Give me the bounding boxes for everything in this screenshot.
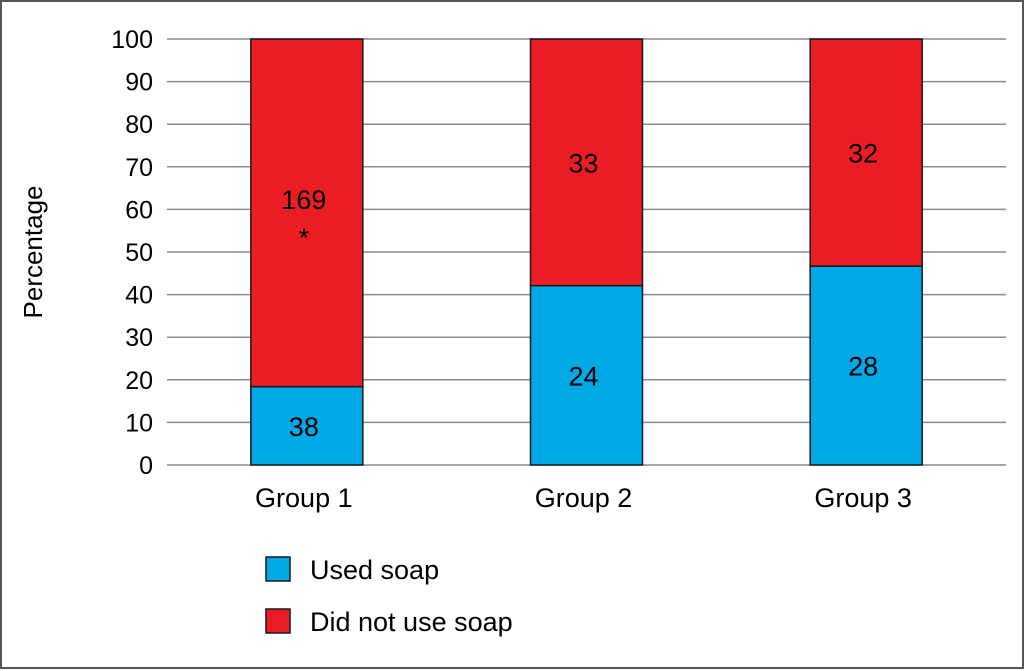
y-tick-label-70: 70 xyxy=(125,154,153,182)
legend-label-used-soap: Used soap xyxy=(310,555,439,585)
y-tick-label-80: 80 xyxy=(125,111,153,139)
data-label-group-3-used-soap: 28 xyxy=(848,352,878,382)
annotation-group-1: * xyxy=(299,223,310,253)
legend-swatch-used-soap xyxy=(265,556,291,582)
y-tick-label-40: 40 xyxy=(125,282,153,310)
y-tick-label-20: 20 xyxy=(125,367,153,395)
data-label-group-2-used-soap: 24 xyxy=(568,361,598,391)
x-tick-labels: Group 1 Group 2 Group 3 xyxy=(255,483,912,513)
bar-group-1-used-soap xyxy=(250,385,364,466)
data-label-group-1-did-not-use-soap: 169 xyxy=(281,185,326,215)
y-tick-label-30: 30 xyxy=(125,324,153,352)
bar-group-1-did-not-use-soap xyxy=(250,38,364,388)
x-tick-label-group-1: Group 1 xyxy=(255,483,353,513)
y-tick-label-50: 50 xyxy=(125,239,153,267)
y-tick-label-90: 90 xyxy=(125,69,153,97)
legend-swatch-did-not-use-soap xyxy=(265,608,291,634)
x-tick-label-group-2: Group 2 xyxy=(535,483,633,513)
data-label-group-1-used-soap: 38 xyxy=(289,412,319,442)
legend-label-did-not-use-soap: Did not use soap xyxy=(310,607,513,637)
y-tick-label-10: 10 xyxy=(125,409,153,437)
y-tick-label-60: 60 xyxy=(125,196,153,224)
bar-group-2-used-soap xyxy=(529,284,644,466)
bar-group-2-did-not-use-soap xyxy=(529,38,644,287)
legend: Used soap Did not use soap xyxy=(265,555,513,637)
y-tick-label-100: 100 xyxy=(111,26,153,54)
bar-group-3-used-soap xyxy=(809,265,923,466)
data-label-group-2-did-not-use-soap: 33 xyxy=(568,148,598,178)
data-label-group-3-did-not-use-soap: 32 xyxy=(848,139,878,169)
y-tick-labels: 0 10 20 30 40 50 60 70 80 90 100 xyxy=(111,26,153,480)
y-axis-title: Percentage xyxy=(18,186,48,319)
bars xyxy=(250,38,923,466)
y-tick-label-0: 0 xyxy=(139,452,153,480)
x-tick-label-group-3: Group 3 xyxy=(814,483,912,513)
data-labels: 38 169 * 24 33 28 32 xyxy=(281,139,878,442)
bar-group-3-did-not-use-soap xyxy=(809,38,923,267)
